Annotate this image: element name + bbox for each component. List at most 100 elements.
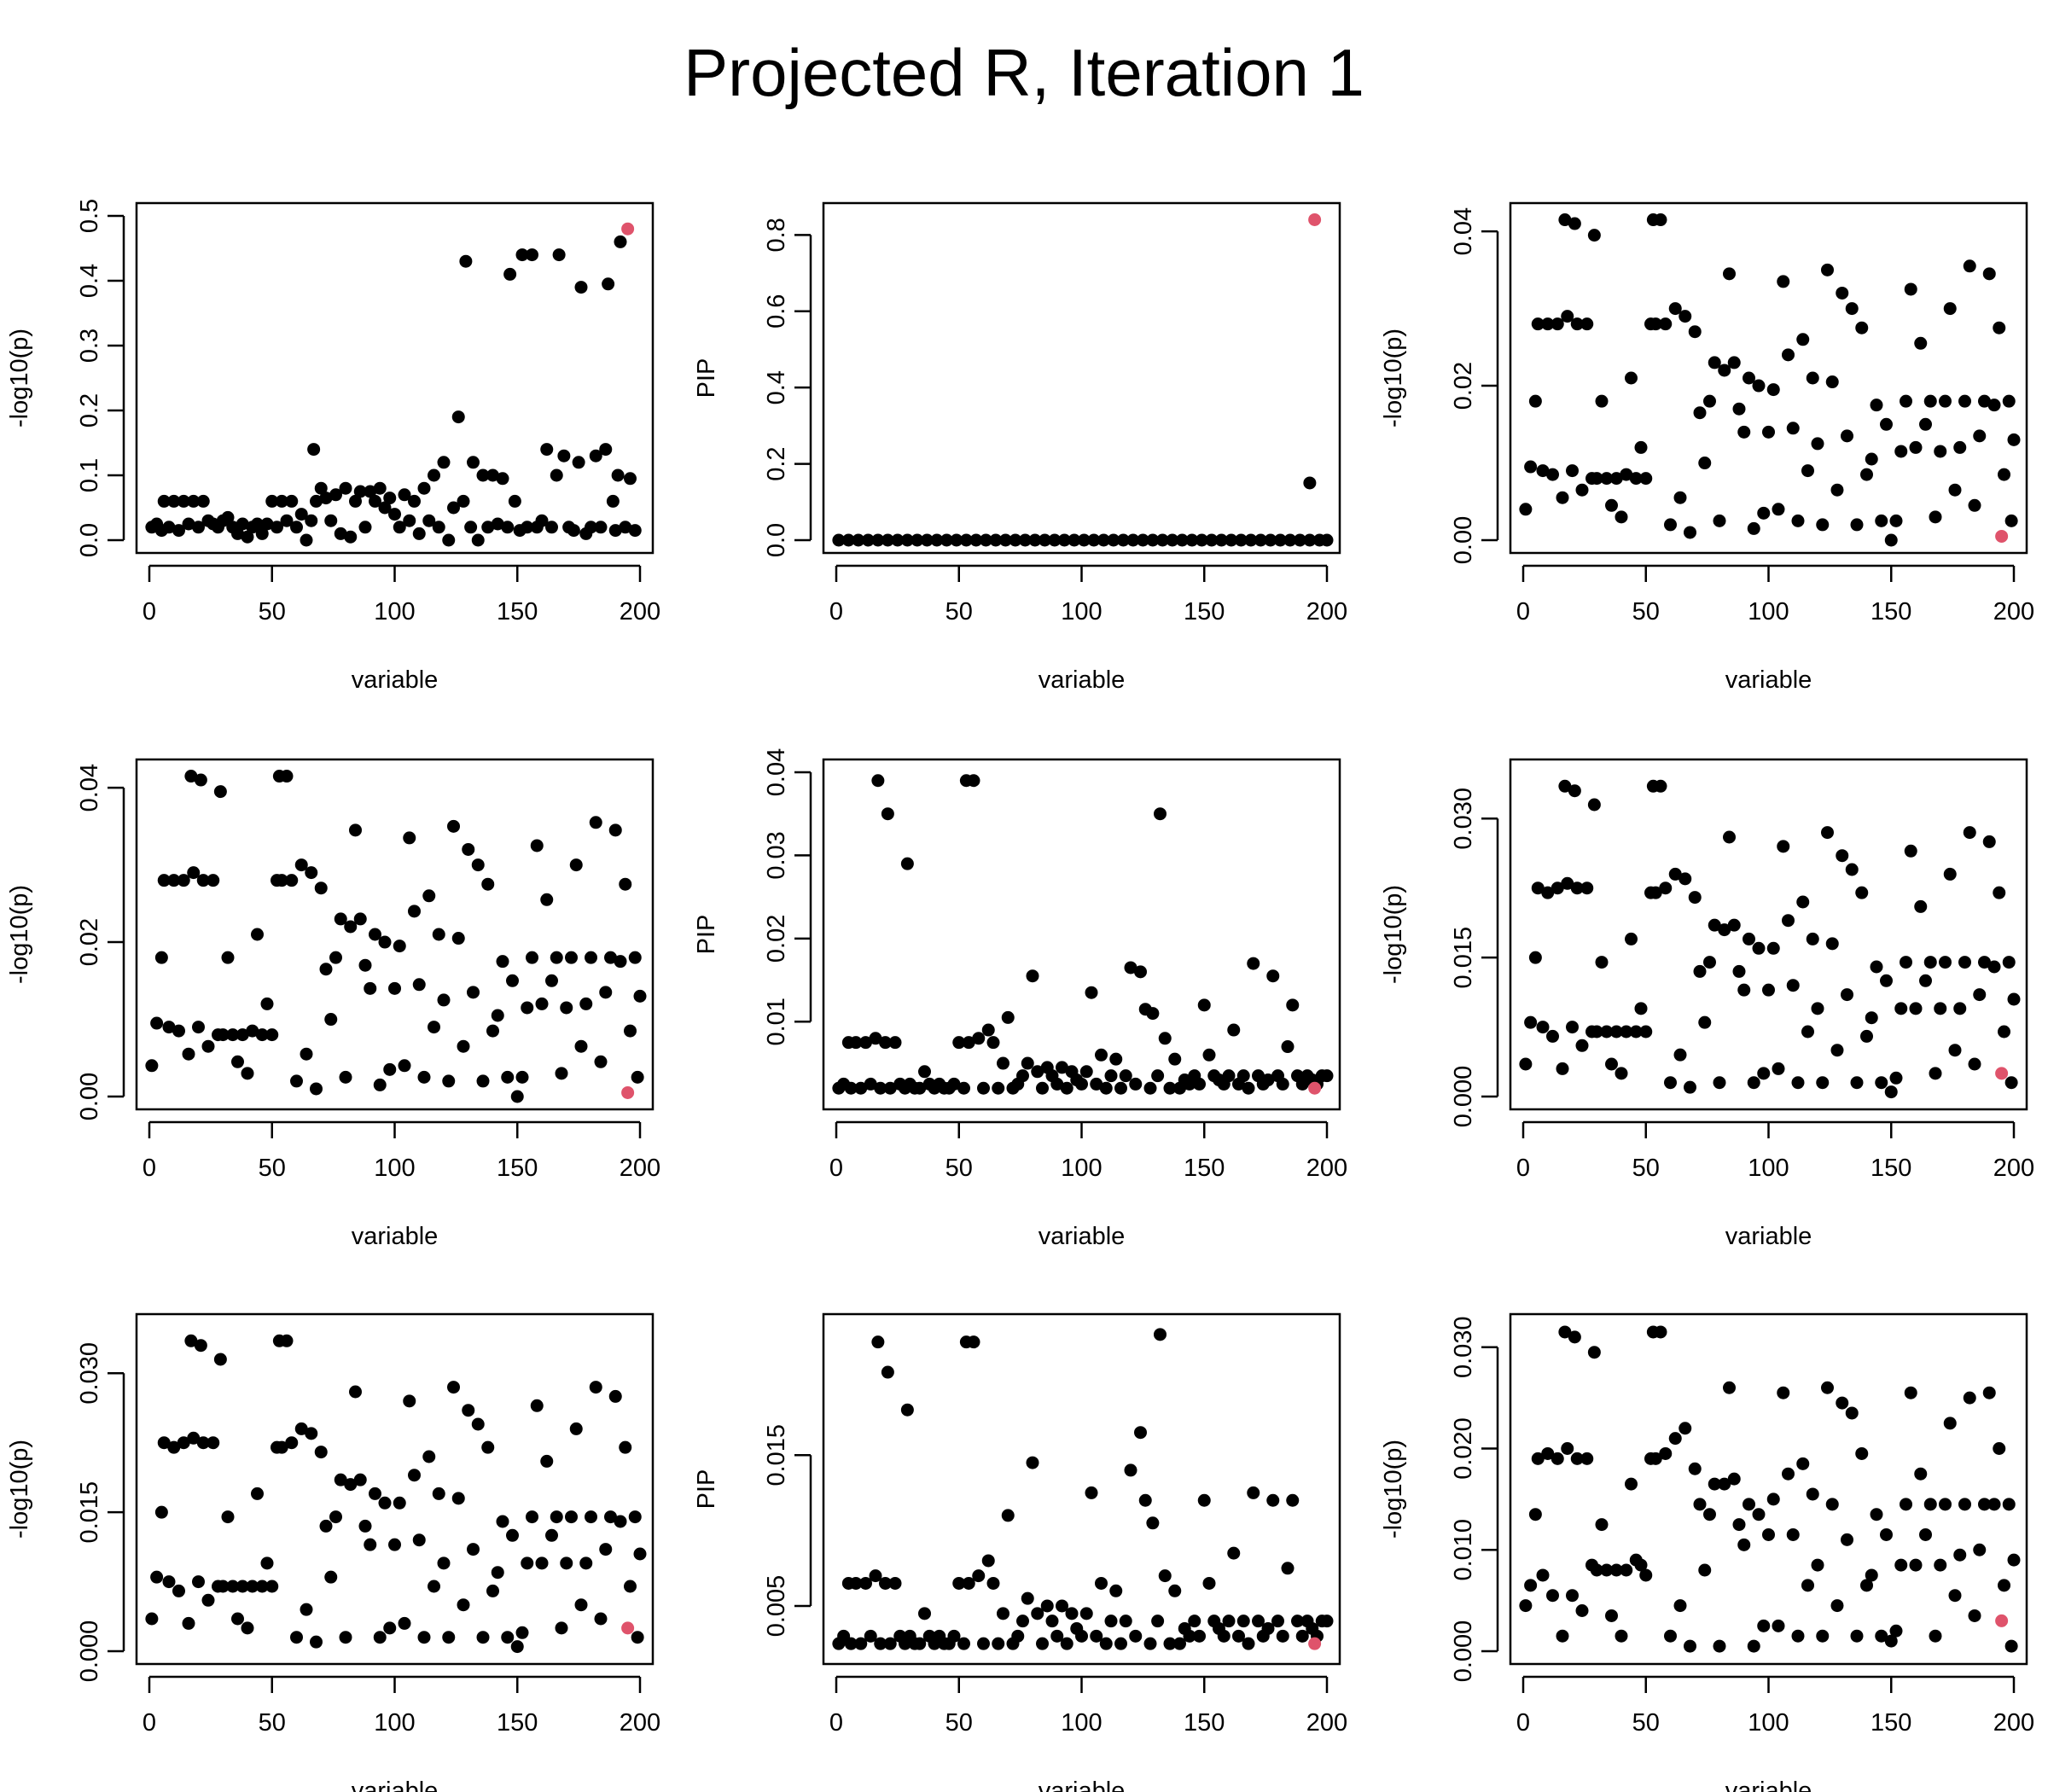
data-point xyxy=(1040,1599,1054,1613)
data-point xyxy=(998,533,1012,547)
data-point xyxy=(1929,510,1942,524)
data-point xyxy=(1713,514,1726,527)
data-point xyxy=(358,521,372,534)
data-point xyxy=(962,1036,975,1050)
data-point xyxy=(236,1028,249,1042)
data-point xyxy=(1649,886,1662,899)
data-point xyxy=(1109,1584,1123,1597)
data-point xyxy=(437,993,451,1007)
data-point xyxy=(1528,951,1542,964)
data-point xyxy=(2004,1076,2018,1090)
data-point xyxy=(1580,317,1594,331)
data-point xyxy=(1855,1446,1869,1460)
data-point xyxy=(874,1081,887,1095)
data-point xyxy=(177,874,190,887)
data-point xyxy=(1273,533,1287,547)
data-point xyxy=(1580,881,1594,895)
data-point xyxy=(1939,956,1952,969)
data-point xyxy=(1136,533,1149,547)
data-point xyxy=(364,981,377,995)
data-point xyxy=(1519,503,1533,516)
data-point xyxy=(1261,1621,1275,1635)
x-tick-label: 0 xyxy=(829,598,843,625)
data-point xyxy=(1214,533,1228,547)
data-point xyxy=(1242,1637,1255,1650)
data-point xyxy=(879,1576,892,1590)
data-point xyxy=(1914,1467,1928,1481)
scatter-panel-4: 0 50 100 150 200 variable 0.00 0.02 0.04 -log10(p… xyxy=(6,758,660,1250)
x-tick-label: 50 xyxy=(259,598,286,625)
data-point xyxy=(1698,1563,1712,1577)
data-point xyxy=(428,468,440,482)
data-point xyxy=(1276,1077,1289,1091)
data-point xyxy=(1031,1065,1044,1079)
y-tick-label: 0.010 xyxy=(1450,1519,1477,1581)
data-point xyxy=(1987,1498,2001,1511)
data-point xyxy=(526,1510,538,1524)
data-point xyxy=(1195,533,1208,547)
data-point xyxy=(1865,452,1878,466)
data-point xyxy=(184,1334,198,1347)
data-point xyxy=(476,1074,490,1088)
data-point xyxy=(1968,1609,1981,1622)
data-point xyxy=(1155,533,1169,547)
data-point xyxy=(1737,1538,1751,1551)
y-tick-label: 0.1 xyxy=(76,458,103,492)
data-point xyxy=(1114,1081,1127,1095)
data-point xyxy=(1737,425,1751,439)
data-point xyxy=(496,472,509,486)
data-point xyxy=(157,874,171,887)
plot-frame xyxy=(135,1312,655,1666)
data-point xyxy=(192,1021,205,1034)
data-point xyxy=(1261,1073,1275,1087)
data-point xyxy=(275,1440,288,1454)
data-point xyxy=(2002,1498,2016,1511)
y-tick-label: 0.005 xyxy=(763,1575,790,1638)
data-point xyxy=(349,823,362,837)
data-point xyxy=(432,928,445,941)
data-point xyxy=(255,1028,269,1042)
data-point xyxy=(1600,1025,1614,1039)
data-point xyxy=(844,1637,858,1650)
data-point xyxy=(947,1629,961,1643)
data-point xyxy=(1600,1563,1614,1577)
data-point xyxy=(1786,1527,1800,1541)
data-point xyxy=(1811,437,1824,451)
data-point xyxy=(1038,533,1051,547)
data-point xyxy=(1743,371,1755,385)
data-point xyxy=(1953,1002,1967,1015)
data-point xyxy=(1254,533,1267,547)
data-point xyxy=(1166,533,1179,547)
data-point xyxy=(1129,1629,1143,1643)
data-point xyxy=(1766,383,1780,397)
data-point xyxy=(1929,1067,1942,1080)
y-axis-label: -log10(p) xyxy=(1380,885,1407,984)
data-point xyxy=(1085,986,1098,999)
data-point xyxy=(157,494,171,508)
x-tick-label: 0 xyxy=(829,1709,843,1737)
data-point xyxy=(1031,1607,1044,1620)
x-axis-label: variable xyxy=(352,666,439,694)
data-point xyxy=(521,521,534,534)
data-point xyxy=(1688,1462,1702,1475)
data-point xyxy=(1143,1081,1157,1095)
data-point xyxy=(467,456,480,469)
data-point xyxy=(1786,422,1800,435)
data-point xyxy=(251,517,264,531)
data-point xyxy=(154,1505,168,1519)
data-point xyxy=(1875,1076,1888,1090)
data-point xyxy=(1568,217,1581,230)
data-point xyxy=(997,1056,1009,1070)
data-point xyxy=(1919,974,1932,987)
data-point xyxy=(305,1427,318,1440)
highlighted-point xyxy=(1308,1081,1322,1095)
scatter-panel-8: 0 50 100 150 200 variable 0.005 0.015 PIP xyxy=(693,1312,1347,1792)
data-point xyxy=(294,858,308,872)
data-point xyxy=(1894,1558,1908,1572)
data-point xyxy=(1684,1080,1696,1094)
data-point xyxy=(1919,1527,1932,1541)
data-point xyxy=(388,1538,401,1551)
data-point xyxy=(1524,460,1538,474)
data-point xyxy=(307,443,321,457)
